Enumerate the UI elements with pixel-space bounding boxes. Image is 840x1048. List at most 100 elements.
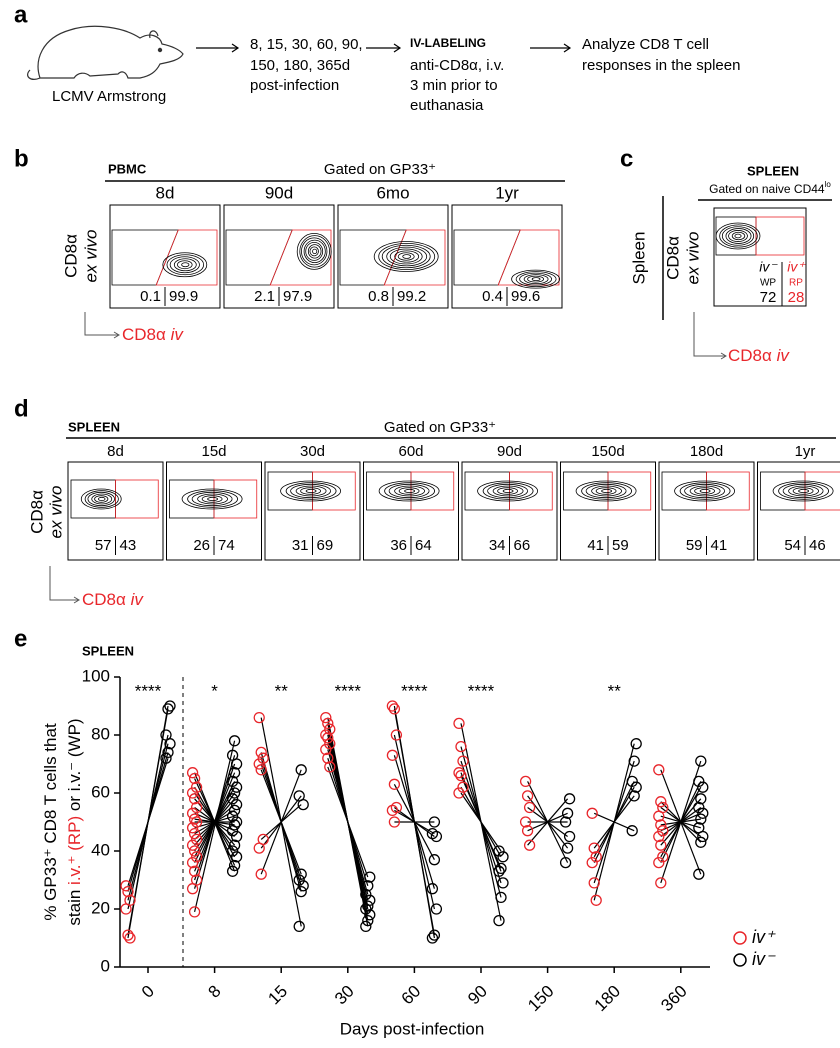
percent: 69 xyxy=(317,537,334,554)
legend-marker xyxy=(734,932,746,944)
percent: 0.4 xyxy=(482,288,503,305)
legend-label: iv⁻ xyxy=(752,949,776,969)
significance: ** xyxy=(608,681,622,700)
point xyxy=(494,916,504,926)
percent: 41 xyxy=(587,537,604,554)
percent: 28 xyxy=(788,289,805,306)
panel-label: b xyxy=(14,145,29,172)
percent: 2.1 xyxy=(254,288,275,305)
gate xyxy=(226,230,292,285)
panel-label: e xyxy=(14,625,27,652)
x-axis-label: CD8α iv xyxy=(728,346,790,365)
labeling-text: anti-CD8α, i.v. xyxy=(410,57,504,74)
point xyxy=(188,768,198,778)
time-label: 90d xyxy=(497,443,522,460)
x-tick-label: 180 xyxy=(591,982,624,1015)
contour xyxy=(732,232,745,239)
y-axis-label: ex vivo xyxy=(46,486,65,539)
contour xyxy=(503,489,513,492)
percent: 66 xyxy=(514,537,531,554)
contour xyxy=(680,483,730,500)
contour xyxy=(374,242,438,272)
point xyxy=(254,843,264,853)
x-tick-label: 360 xyxy=(657,982,690,1015)
axis-arrow xyxy=(85,312,118,335)
time-label: 8d xyxy=(107,443,124,460)
contour xyxy=(304,240,325,263)
y-axis-label: ex vivo xyxy=(81,230,100,283)
time-label: 60d xyxy=(398,443,423,460)
percent: 36 xyxy=(390,537,407,554)
point xyxy=(254,713,264,723)
significance: **** xyxy=(401,681,428,700)
point xyxy=(627,826,637,836)
legend-marker xyxy=(734,954,746,966)
contour xyxy=(405,489,415,492)
contour xyxy=(385,483,435,500)
x-axis-label: iv xyxy=(131,590,145,609)
gate xyxy=(340,230,406,285)
gate-label: Gated on GP33⁺ xyxy=(384,419,496,436)
y-axis-title: or xyxy=(65,791,84,816)
point xyxy=(165,701,175,711)
tissue-label: PBMC xyxy=(108,161,147,176)
contour xyxy=(301,238,327,265)
percent: 99.6 xyxy=(511,288,540,305)
y-axis-label: CD8α xyxy=(61,234,80,278)
axis-arrow xyxy=(694,312,725,356)
y-axis-title: % GP33⁺ CD8 T cells that xyxy=(41,723,60,921)
point xyxy=(498,878,508,888)
point xyxy=(188,884,198,894)
percent: 59 xyxy=(686,537,703,554)
chart: 020406080100% GP33⁺ CD8 T cells thatstai… xyxy=(41,666,776,1015)
gate-label: Gated on GP33⁺ xyxy=(324,161,436,178)
y-tick-label: 100 xyxy=(82,666,110,685)
time-label: 150d xyxy=(591,443,624,460)
time-label: 8d xyxy=(156,183,175,202)
gate-label: lo xyxy=(825,180,832,189)
tissue-label: SPLEEN xyxy=(747,163,799,178)
plots: 8d0.199.990d2.197.96mo0.899.21yr0.499.6 xyxy=(110,183,562,308)
analysis-text: responses in the spleen xyxy=(582,57,740,74)
contour xyxy=(532,278,540,281)
gate xyxy=(116,480,159,518)
contour xyxy=(286,483,336,500)
contour xyxy=(403,255,411,259)
y-tick-label: 40 xyxy=(91,840,110,859)
region-name: RP xyxy=(789,278,803,289)
percent: 43 xyxy=(120,537,137,554)
y-axis-title: i.v.⁻ (WP) xyxy=(65,718,84,791)
time-label: 90d xyxy=(265,183,293,202)
contour xyxy=(301,488,321,495)
contour xyxy=(799,489,809,492)
plots: 8d574315d267430d316960d366490d3466150d41… xyxy=(68,443,840,560)
x-axis-label: CD8α xyxy=(728,346,777,365)
percent: 34 xyxy=(489,537,506,554)
y-axis-title: i.v.⁺ (RP) xyxy=(65,816,84,885)
contour xyxy=(793,488,813,495)
contour xyxy=(202,496,222,503)
x-axis-label: CD8α xyxy=(122,325,171,344)
time-label: 180d xyxy=(690,443,723,460)
contour xyxy=(596,488,616,495)
row-label: Spleen xyxy=(629,232,648,285)
contour xyxy=(306,489,316,492)
gate xyxy=(384,230,445,285)
significance: ** xyxy=(275,681,289,700)
gate xyxy=(608,472,651,510)
panel-label: a xyxy=(14,1,28,28)
gate xyxy=(510,472,553,510)
legend-label: iv⁺ xyxy=(752,927,776,947)
percent: 0.8 xyxy=(368,288,389,305)
significance: **** xyxy=(135,681,162,700)
percent: 72 xyxy=(760,289,777,306)
contour xyxy=(722,227,753,246)
percent: 97.9 xyxy=(283,288,312,305)
x-tick-label: 15 xyxy=(264,982,291,1009)
contour xyxy=(182,263,189,267)
labeling-text: 3 min prior to xyxy=(410,77,498,94)
contour xyxy=(700,489,710,492)
timepoints: 150, 180, 365d xyxy=(250,57,350,74)
x-axis-label: CD8α iv xyxy=(82,590,144,609)
